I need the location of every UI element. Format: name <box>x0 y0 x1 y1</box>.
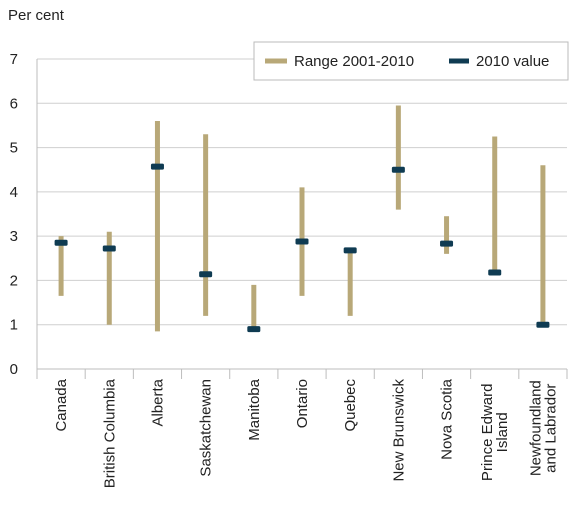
x-tick-label: Prince EdwardIsland <box>479 384 511 482</box>
value-marker <box>343 247 357 254</box>
x-tick-label: Nova Scotia <box>439 378 456 460</box>
value-marker <box>536 321 550 328</box>
value-marker <box>295 238 309 245</box>
x-tick-label: Alberta <box>149 378 166 426</box>
axes <box>36 59 567 370</box>
x-tick-labels: Canada British Columbia Alberta Saskatchewa… <box>53 378 559 488</box>
x-tick-label: Saskatchewan <box>198 379 215 477</box>
range-bars <box>58 105 546 332</box>
y-tick-label: 0 <box>10 361 18 378</box>
y-tick-label: 2 <box>10 272 18 289</box>
y-tick-label: 1 <box>10 317 18 334</box>
value-marker <box>54 239 68 246</box>
x-tick-label: Canada <box>53 378 70 431</box>
value-markers <box>54 163 550 333</box>
legend-value-label: 2010 value <box>476 53 549 70</box>
value-marker <box>488 269 502 276</box>
y-tick-label: 4 <box>10 184 18 201</box>
x-tick-label: Newfoundlandand Labrador <box>527 380 559 476</box>
y-tick-labels: 0 1 2 3 4 5 6 7 <box>10 51 18 378</box>
y-axis-label: Per cent <box>8 7 65 24</box>
y-tick-label: 6 <box>10 95 18 112</box>
x-ticks <box>36 369 568 379</box>
x-tick-label: Manitoba <box>246 378 263 440</box>
legend: Range 2001-2010 2010 value <box>253 41 569 81</box>
value-marker <box>102 245 116 252</box>
value-marker <box>247 326 261 333</box>
x-tick-label: New Brunswick <box>390 379 407 482</box>
x-tick-label: Quebec <box>342 379 359 432</box>
y-tick-label: 3 <box>10 228 18 245</box>
legend-box <box>253 41 569 81</box>
value-marker <box>150 163 164 170</box>
value-marker <box>440 240 454 247</box>
value-marker <box>391 166 405 173</box>
x-tick-label: Ontario <box>294 379 311 428</box>
value-marker <box>199 271 213 278</box>
legend-range-label: Range 2001-2010 <box>294 53 414 70</box>
y-tick-label: 7 <box>10 51 18 68</box>
y-tick-label: 5 <box>10 140 18 157</box>
x-tick-label: British Columbia <box>101 378 118 488</box>
